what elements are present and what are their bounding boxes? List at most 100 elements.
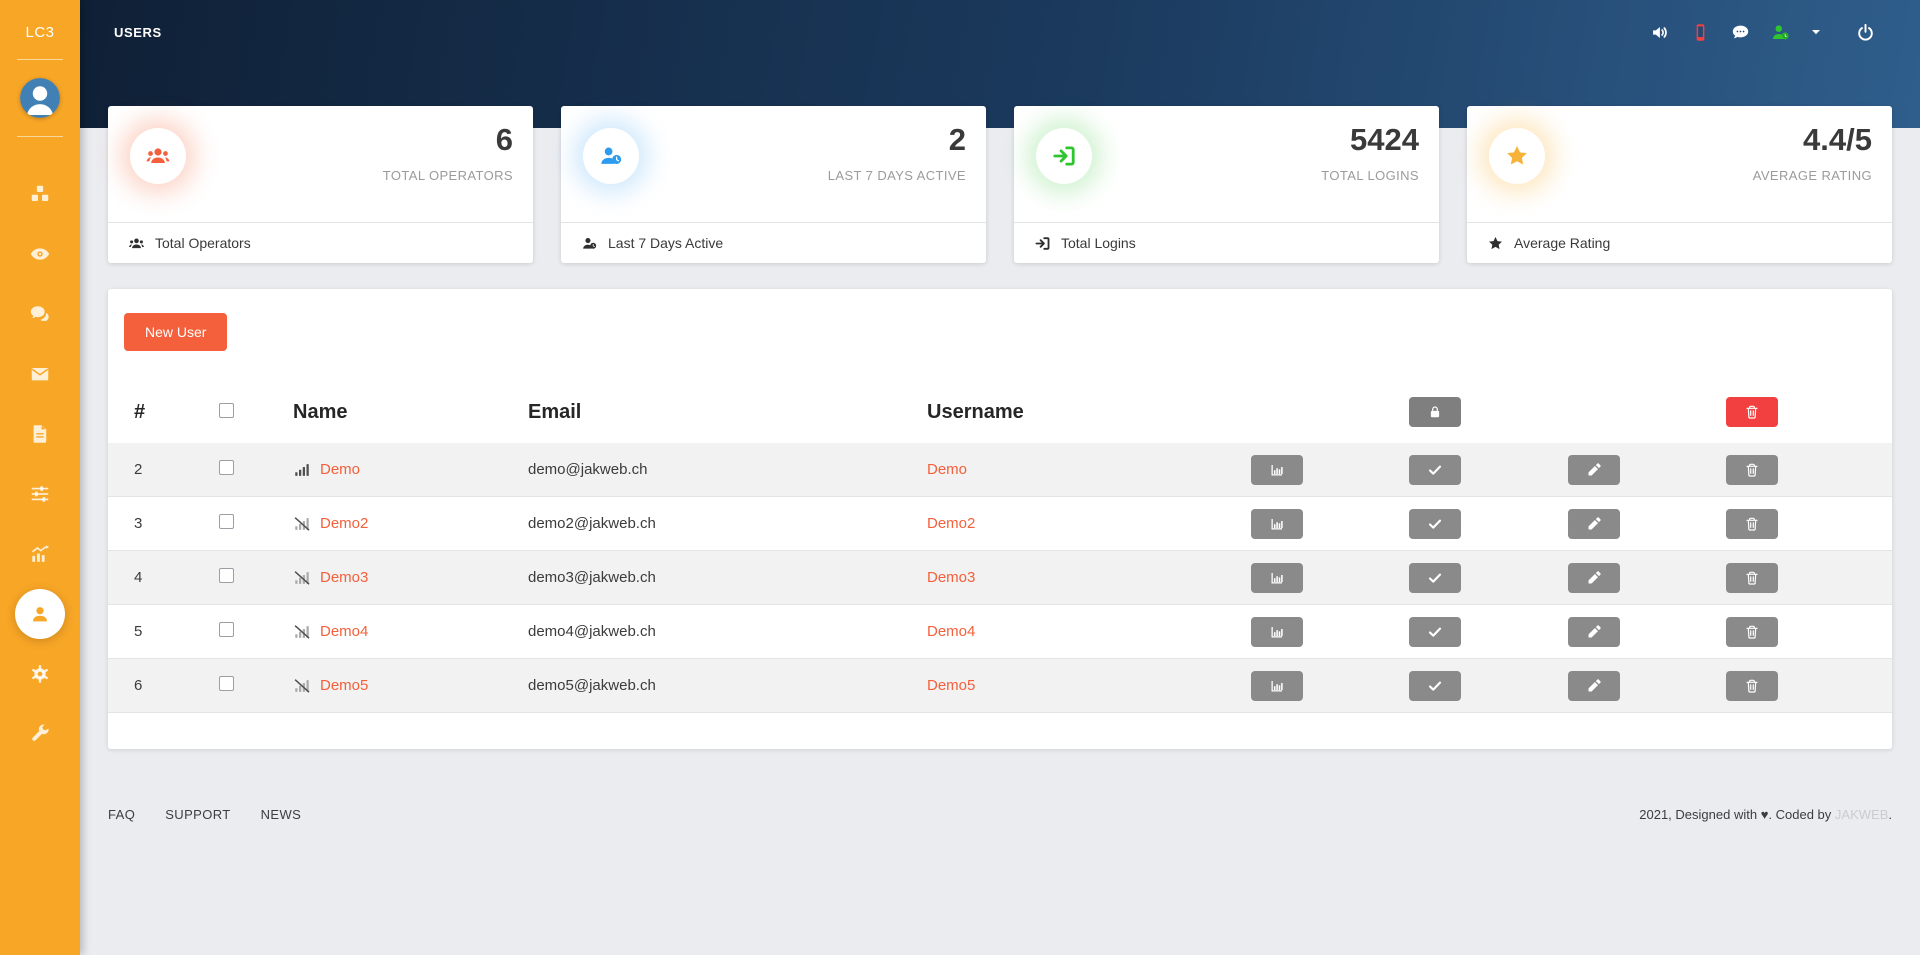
stats-button[interactable]	[1251, 562, 1303, 593]
card-footer-label: Total Operators	[155, 235, 251, 251]
speaker-icon[interactable]	[1650, 22, 1671, 43]
row-activate-cell	[1409, 508, 1568, 539]
stats-button[interactable]	[1251, 454, 1303, 485]
row-name-cell: Demo2	[293, 515, 528, 533]
row-activate-cell	[1409, 562, 1568, 593]
avatar-image	[20, 78, 60, 118]
stats-icon	[1269, 516, 1285, 532]
delete-button[interactable]	[1726, 562, 1778, 593]
avatar[interactable]	[20, 78, 60, 118]
trash-icon	[1744, 404, 1760, 420]
star-icon	[1487, 235, 1504, 252]
delete-button[interactable]	[1726, 670, 1778, 701]
row-checkbox[interactable]	[219, 514, 234, 529]
username-link[interactable]: Demo5	[927, 677, 976, 694]
sidebar-nav	[15, 169, 65, 769]
row-index: 6	[134, 677, 143, 694]
card-total-operators: 6 TOTAL OPERATORS Total Operators	[108, 106, 533, 263]
delete-button[interactable]	[1726, 508, 1778, 539]
user-name-link[interactable]: Demo5	[320, 677, 369, 694]
sidebar-item-visibility[interactable]	[15, 229, 65, 279]
card-label: AVERAGE RATING	[1752, 167, 1872, 183]
username-link[interactable]: Demo4	[927, 623, 976, 640]
column-header-email: Email	[528, 400, 582, 423]
delete-button[interactable]	[1726, 454, 1778, 485]
sidebar-item-tools[interactable]	[15, 709, 65, 759]
username-link[interactable]: Demo3	[927, 569, 976, 586]
footer-link-faq[interactable]: FAQ	[108, 807, 136, 822]
user-name-link[interactable]: Demo2	[320, 515, 369, 532]
user-name-link[interactable]: Demo4	[320, 623, 369, 640]
row-select-cell	[213, 676, 293, 695]
card-label: TOTAL LOGINS	[1321, 167, 1419, 183]
credit-brand-link[interactable]: JAKWEB	[1834, 807, 1889, 822]
chat-icon[interactable]	[1730, 22, 1751, 43]
gear-icon	[29, 663, 51, 685]
credit-middle: . Coded by	[1768, 807, 1835, 822]
footer-link-news[interactable]: NEWS	[260, 807, 302, 822]
edit-button[interactable]	[1568, 454, 1620, 485]
footer-links: FAQ SUPPORT NEWS	[108, 807, 301, 822]
sidebar-item-files[interactable]	[15, 409, 65, 459]
credit-suffix: .	[1888, 807, 1892, 822]
edit-button[interactable]	[1568, 562, 1620, 593]
row-name-cell: Demo3	[293, 569, 528, 587]
table-row: 3 Demo2 demo2@jakweb.ch Demo2	[108, 497, 1892, 551]
stats-button[interactable]	[1251, 508, 1303, 539]
activate-button[interactable]	[1409, 562, 1461, 593]
sidebar-item-mail[interactable]	[15, 349, 65, 399]
row-select-cell	[213, 460, 293, 479]
operator-status-icon[interactable]	[1770, 22, 1791, 43]
user-name-link[interactable]: Demo3	[320, 569, 369, 586]
sidebar-item-sliders[interactable]	[15, 469, 65, 519]
lock-icon	[1427, 404, 1443, 420]
edit-button[interactable]	[1568, 670, 1620, 701]
new-user-button[interactable]: New User	[124, 313, 228, 351]
power-icon[interactable]	[1855, 22, 1876, 43]
sidebar-item-statistics[interactable]	[15, 529, 65, 579]
row-select-cell	[213, 568, 293, 587]
sign-in-icon	[1034, 235, 1051, 252]
signal-offline-icon	[293, 515, 311, 533]
stats-button[interactable]	[1251, 616, 1303, 647]
username-link[interactable]: Demo2	[927, 515, 976, 532]
sidebar-item-settings[interactable]	[15, 649, 65, 699]
page-title: USERS	[114, 24, 162, 40]
lock-all-button[interactable]	[1409, 397, 1461, 427]
activate-button[interactable]	[1409, 616, 1461, 647]
app-logo: LC3	[25, 24, 55, 41]
sidebar-item-chats[interactable]	[15, 289, 65, 339]
delete-button[interactable]	[1726, 616, 1778, 647]
sidebar-item-cubes[interactable]	[15, 169, 65, 219]
stats-button[interactable]	[1251, 670, 1303, 701]
edit-button[interactable]	[1568, 616, 1620, 647]
activate-button[interactable]	[1409, 670, 1461, 701]
edit-button[interactable]	[1568, 508, 1620, 539]
row-edit-cell	[1568, 616, 1726, 647]
footer-link-support[interactable]: SUPPORT	[165, 807, 231, 822]
check-icon	[1427, 624, 1443, 640]
card-value-wrap: 2 LAST 7 DAYS ACTIVE	[828, 122, 966, 212]
caret-down-icon[interactable]	[1810, 22, 1822, 43]
activate-button[interactable]	[1409, 454, 1461, 485]
card-value: 2	[948, 122, 966, 157]
delete-selected-button[interactable]	[1726, 397, 1778, 427]
user-name-link[interactable]: Demo	[320, 461, 361, 478]
sidebar-item-users-active[interactable]	[15, 589, 65, 639]
row-checkbox[interactable]	[219, 568, 234, 583]
users-icon	[128, 235, 145, 252]
select-all-checkbox[interactable]	[219, 402, 234, 418]
table-body: 2 Demo demo@jakweb.ch Demo	[108, 443, 1892, 713]
row-checkbox[interactable]	[219, 460, 234, 475]
stats-icon	[1269, 570, 1285, 586]
row-checkbox[interactable]	[219, 676, 234, 691]
activate-button[interactable]	[1409, 508, 1461, 539]
username-link[interactable]: Demo	[927, 461, 968, 478]
row-checkbox[interactable]	[219, 622, 234, 637]
users-panel: New User # Name Email Username	[108, 289, 1892, 749]
edit-icon	[1586, 678, 1602, 694]
mobile-icon[interactable]	[1690, 22, 1711, 43]
signal-offline-icon	[293, 623, 311, 641]
row-select-cell	[213, 514, 293, 533]
